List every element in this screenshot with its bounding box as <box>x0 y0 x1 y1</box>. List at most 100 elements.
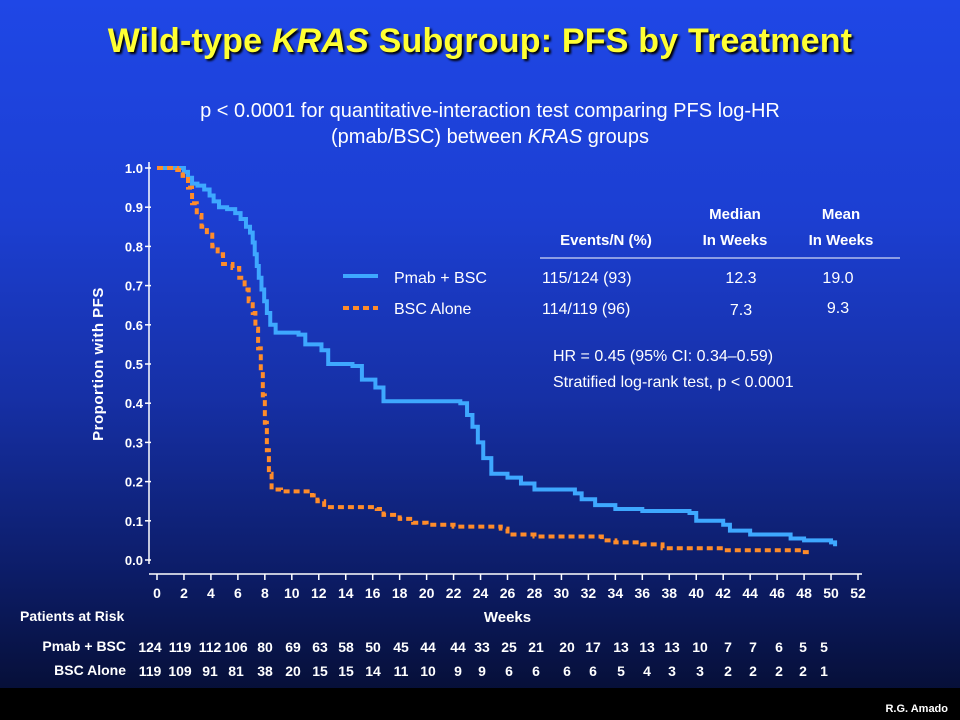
risk-pmab-value: 7 <box>724 639 732 655</box>
x-tick-label: 48 <box>796 585 812 601</box>
slide-subtitle: p < 0.0001 for quantitative-interaction … <box>60 98 920 150</box>
risk-bsc-value: 6 <box>532 663 540 679</box>
y-tick-label: 1.0 <box>125 161 143 176</box>
x-tick-label: 50 <box>823 585 839 601</box>
x-tick-label: 14 <box>338 585 354 601</box>
risk-bsc-value: 4 <box>643 663 651 679</box>
y-tick-label: 0.6 <box>125 318 143 333</box>
risk-bsc-value: 2 <box>775 663 783 679</box>
x-tick-label: 44 <box>742 585 758 601</box>
x-tick-label: 8 <box>261 585 269 601</box>
y-tick-label: 0.1 <box>125 514 143 529</box>
x-tick-label: 12 <box>311 585 327 601</box>
risk-bsc-value: 38 <box>257 663 273 679</box>
risk-title: Patients at Risk <box>20 608 125 624</box>
x-tick-label: 30 <box>554 585 570 601</box>
x-tick-label: 46 <box>769 585 785 601</box>
y-tick-label: 0.3 <box>125 435 143 450</box>
x-tick-label: 24 <box>473 585 489 601</box>
x-tick-label: 34 <box>608 585 624 601</box>
median-header-1: Median <box>709 206 761 223</box>
risk-pmab-value: 119 <box>169 639 192 655</box>
x-tick-label: 16 <box>365 585 381 601</box>
median-header-2: In Weeks <box>703 232 768 249</box>
risk-bsc-value: 1 <box>820 663 828 679</box>
x-tick-label: 32 <box>581 585 597 601</box>
x-tick-label: 40 <box>688 585 704 601</box>
mean-header-2: In Weeks <box>809 232 874 249</box>
bsc-median: 7.3 <box>730 302 752 319</box>
risk-pmab-value: 50 <box>365 639 381 655</box>
risk-pmab-value: 13 <box>613 639 629 655</box>
chart-axes: 0.00.10.20.30.40.50.60.70.80.91.00 2 4 6 8 10… <box>90 161 866 626</box>
risk-bsc-value: 20 <box>285 663 301 679</box>
pmab-mean: 19.0 <box>822 270 853 287</box>
x-tick-label: 10 <box>284 585 300 601</box>
risk-bsc-value: 10 <box>420 663 436 679</box>
bsc-mean: 9.3 <box>827 300 849 317</box>
pmab-events: 115/124 (93) <box>542 270 632 287</box>
bsc-events: 114/119 (96) <box>542 301 630 318</box>
chart-table: Events/N (%) Median In Weeks Mean In Wee… <box>343 206 900 391</box>
risk-bsc-value: 2 <box>724 663 732 679</box>
risk-bsc-value: 3 <box>696 663 704 679</box>
risk-label-bsc: BSC Alone <box>54 662 126 678</box>
x-tick-label: 2 <box>180 585 188 601</box>
x-tick-label: 52 <box>850 585 866 601</box>
risk-bsc-value: 6 <box>589 663 597 679</box>
mean-header-1: Mean <box>822 206 860 223</box>
risk-bsc-value: 11 <box>394 663 409 679</box>
x-tick-label: 0 <box>153 585 161 601</box>
risk-pmab-value: 33 <box>474 639 490 655</box>
risk-bsc-value: 119 <box>139 663 162 679</box>
risk-pmab-value: 17 <box>585 639 601 655</box>
events-header: Events/N (%) <box>560 232 652 249</box>
pmab-median: 12.3 <box>725 270 756 287</box>
risk-pmab-value: 69 <box>285 639 301 655</box>
risk-bsc-value: 15 <box>312 663 328 679</box>
x-tick-label: 26 <box>500 585 516 601</box>
y-tick-label: 0.7 <box>125 279 143 294</box>
series-pmab-bsc-curve <box>157 166 838 547</box>
risk-pmab-value: 63 <box>312 639 328 655</box>
risk-pmab-value: 45 <box>393 639 409 655</box>
risk-pmab-value: 20 <box>559 639 575 655</box>
x-tick-label: 22 <box>446 585 462 601</box>
subtitle-line-2: (pmab/BSC) between KRAS groups <box>331 126 649 148</box>
risk-bsc-value: 109 <box>168 663 192 679</box>
risk-bsc-value: 2 <box>749 663 757 679</box>
x-axis-title: Weeks <box>484 609 531 626</box>
y-tick-label: 0.2 <box>125 475 143 490</box>
y-tick-label: 0.4 <box>125 396 144 411</box>
footer-bar <box>0 688 960 720</box>
risk-pmab-value: 25 <box>501 639 517 655</box>
x-tick-label: 28 <box>527 585 543 601</box>
risk-pmab-value: 112 <box>199 639 222 655</box>
y-tick-label: 0.5 <box>125 357 143 372</box>
legend-pmab-label: Pmab + BSC <box>394 270 487 287</box>
x-tick-label: 20 <box>419 585 435 601</box>
risk-table: 124 119 112 106 80 69 63 58 50 45 44 44 33 25 21 20 17 13… <box>138 639 828 679</box>
subtitle-line-1: p < 0.0001 for quantitative-interaction … <box>200 100 780 122</box>
y-tick-label: 0.8 <box>125 239 143 254</box>
y-axis-title: Proportion with PFS <box>90 287 107 441</box>
risk-bsc-value: 81 <box>228 663 244 679</box>
credit: R.G. Amado <box>885 703 948 715</box>
risk-bsc-value: 6 <box>505 663 513 679</box>
risk-pmab-value: 13 <box>639 639 655 655</box>
slide-title: Wild-type KRAS Subgroup: PFS by Treatmen… <box>107 22 853 60</box>
x-tick-label: 36 <box>635 585 651 601</box>
risk-pmab-value: 21 <box>528 639 544 655</box>
risk-bsc-value: 91 <box>202 663 218 679</box>
x-tick-label: 4 <box>207 585 215 601</box>
risk-pmab-value: 106 <box>224 639 248 655</box>
risk-pmab-value: 124 <box>138 639 162 655</box>
chart-curves <box>157 166 838 555</box>
y-tick-label: 0.9 <box>125 200 143 215</box>
hazard-ratio: HR = 0.45 (95% CI: 0.34–0.59) <box>553 348 773 365</box>
risk-bsc-value: 5 <box>617 663 625 679</box>
x-tick-label: 18 <box>392 585 408 601</box>
risk-bsc-value: 9 <box>478 663 486 679</box>
risk-bsc-value: 15 <box>338 663 354 679</box>
